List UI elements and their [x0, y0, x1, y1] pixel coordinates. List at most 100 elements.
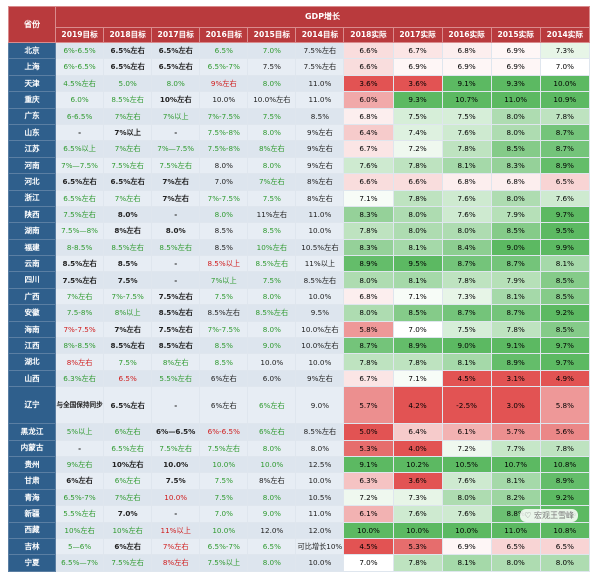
- province-cell: 河北: [7, 173, 57, 191]
- table-row: 内蒙古 -6.5%左右 7.5%左右 7.5%左右 8.0% 8.0% 5.3% 4.0% 7.…: [7, 439, 591, 457]
- actual-cell: 9.7%: [539, 205, 591, 224]
- target-cell: 8.5%左右: [103, 337, 153, 355]
- province-cell: 云南: [7, 255, 57, 273]
- actual-cell: 7.3%: [539, 41, 591, 60]
- province-cell: 贵州: [7, 455, 57, 474]
- target-cell: 7.5%: [103, 271, 153, 289]
- actual-cell: 5.8%: [539, 386, 591, 425]
- target-cell: 6%-6.5%: [199, 423, 249, 441]
- actual-cell: 8.9%: [392, 337, 443, 355]
- target-cell: 6.3%左右: [55, 369, 105, 388]
- actual-cell: 8.7%: [343, 337, 394, 355]
- target-cell: 8.0%: [103, 205, 153, 224]
- actual-cell: 6.3%: [343, 472, 394, 490]
- actual-cell: 9.1%: [490, 337, 541, 355]
- target-cell: 9.0%: [247, 337, 297, 355]
- actual-cell: 8.9%: [539, 472, 591, 490]
- target-cell: 11.0%: [295, 205, 345, 224]
- column-header: 2019目标: [55, 27, 105, 43]
- actual-cell: 10.7%: [490, 455, 541, 474]
- column-header: 2018实际: [343, 27, 394, 43]
- target-cell: 6%左右: [103, 472, 153, 490]
- table-row: 湖北 8%左右 7.5% 8%左右 8.5% 10.0% 10.0% 7.8% 7.8% 8.1%…: [7, 353, 591, 371]
- target-cell: 10.0%左右: [295, 320, 345, 339]
- actual-cell: 7.0%: [539, 58, 591, 76]
- target-cell: 6%-6.5%: [55, 41, 105, 60]
- target-cell: 10.0%: [295, 353, 345, 371]
- province-cell: 内蒙古: [7, 439, 57, 457]
- actual-cell: 9.1%: [343, 455, 394, 474]
- table-row: 河北 6.5%左右 6.5%左右 7%左右 7.0% 7%左右 8%左右 6.6% 6.6% 6.…: [7, 173, 591, 191]
- actual-cell: -2.5%: [441, 386, 492, 425]
- target-cell: 6%左右: [247, 386, 297, 425]
- target-cell: 7%左右: [103, 320, 153, 339]
- target-cell: 10.0%: [295, 472, 345, 490]
- target-cell: 10.0%: [199, 521, 249, 539]
- actual-cell: 5.7%: [343, 386, 394, 425]
- province-cell: 海南: [7, 320, 57, 339]
- actual-cell: 9.1%: [441, 74, 492, 93]
- target-cell: 11%左右: [247, 205, 297, 224]
- target-cell: 7.5%: [199, 472, 249, 490]
- actual-cell: 10.0%: [392, 521, 443, 539]
- target-cell: 8%左右: [247, 472, 297, 490]
- target-cell: -: [151, 205, 201, 224]
- target-cell: 8.5%左右: [103, 238, 153, 257]
- target-cell: 8.5%以上: [199, 255, 249, 273]
- province-cell: 吉林: [7, 537, 57, 556]
- table-row: 黑龙江 5%以上 6%左右 6%—6.5% 6%-6.5% 6%左右 8.5%左右 5.0% 6…: [7, 423, 591, 441]
- actual-cell: 8.7%: [490, 255, 541, 273]
- actual-cell: 9.9%: [539, 238, 591, 257]
- actual-cell: 6.8%: [343, 287, 394, 306]
- target-cell: 8.5%左右: [151, 337, 201, 355]
- actual-cell: 8.7%: [441, 304, 492, 322]
- target-cell: 6.5%左右: [103, 386, 153, 425]
- actual-cell: 7.5%: [441, 320, 492, 339]
- target-cell: 8.5%左右: [151, 238, 201, 257]
- gdp-table-container: 省份 GDP增长 2019目标 2018目标 2017目标 2016目标 2015目标 2…: [7, 6, 591, 572]
- column-header: 2014实际: [539, 27, 591, 43]
- actual-cell: 6.1%: [441, 423, 492, 441]
- actual-cell: 6.8%: [490, 173, 541, 191]
- actual-cell: 3.0%: [490, 386, 541, 425]
- actual-cell: 7.6%: [441, 189, 492, 207]
- table-row: 重庆 6.0% 8.5%左右 10%左右 10.0% 10.0%左右 11.0% 6.0% 9.…: [7, 91, 591, 109]
- table-row: 浙江 6.5%左右 7%左右 7%左右 7%-7.5% 7.5% 8%左右 7.1% 7.8% 7…: [7, 189, 591, 207]
- actual-cell: 7.9%: [490, 205, 541, 224]
- target-cell: 11.0%: [295, 74, 345, 93]
- actual-cell: 10.0%: [539, 74, 591, 93]
- target-cell: 10.0%: [247, 353, 297, 371]
- target-cell: 10%左右: [55, 521, 105, 539]
- actual-cell: 6.6%: [343, 41, 394, 60]
- actual-cell: 8.1%: [441, 554, 492, 572]
- target-cell: 11%以上: [295, 255, 345, 273]
- actual-cell: 9.7%: [539, 337, 591, 355]
- target-cell: 4.5%左右: [55, 74, 105, 93]
- table-row: 湖南 7.5%—8% 8%左右 8.0% 8.5% 8.5% 10.0% 7.8% 8.0% 8.…: [7, 222, 591, 240]
- target-cell: 10.0%: [247, 455, 297, 474]
- province-cell: 西藏: [7, 521, 57, 539]
- target-cell: 8%左右: [151, 353, 201, 371]
- column-header: 2017目标: [151, 27, 201, 43]
- actual-cell: 8.9%: [539, 156, 591, 175]
- actual-cell: 7.8%: [539, 439, 591, 457]
- actual-cell: 6.7%: [343, 369, 394, 388]
- province-cell: 上海: [7, 58, 57, 76]
- target-cell: 10.0%左右: [295, 337, 345, 355]
- target-cell: 11.0%: [295, 505, 345, 523]
- watermark-logo: ♡ 宏观王雪峰: [520, 509, 578, 522]
- target-cell: 8%左右: [295, 189, 345, 207]
- actual-cell: 7.1%: [392, 369, 443, 388]
- actual-cell: 7.0%: [343, 554, 394, 572]
- target-cell: 5—6%: [55, 537, 105, 556]
- province-cell: 北京: [7, 41, 57, 60]
- actual-cell: 8.0%: [539, 554, 591, 572]
- actual-cell: 8.7%: [539, 123, 591, 142]
- actual-cell: 7.8%: [539, 107, 591, 125]
- actual-cell: 8.5%: [539, 271, 591, 289]
- actual-cell: 6.5%: [539, 173, 591, 191]
- target-cell: 7%—7.5%: [55, 156, 105, 175]
- province-cell: 广东: [7, 107, 57, 125]
- actual-cell: 6.0%: [343, 91, 394, 109]
- target-cell: 7%左右: [151, 537, 201, 556]
